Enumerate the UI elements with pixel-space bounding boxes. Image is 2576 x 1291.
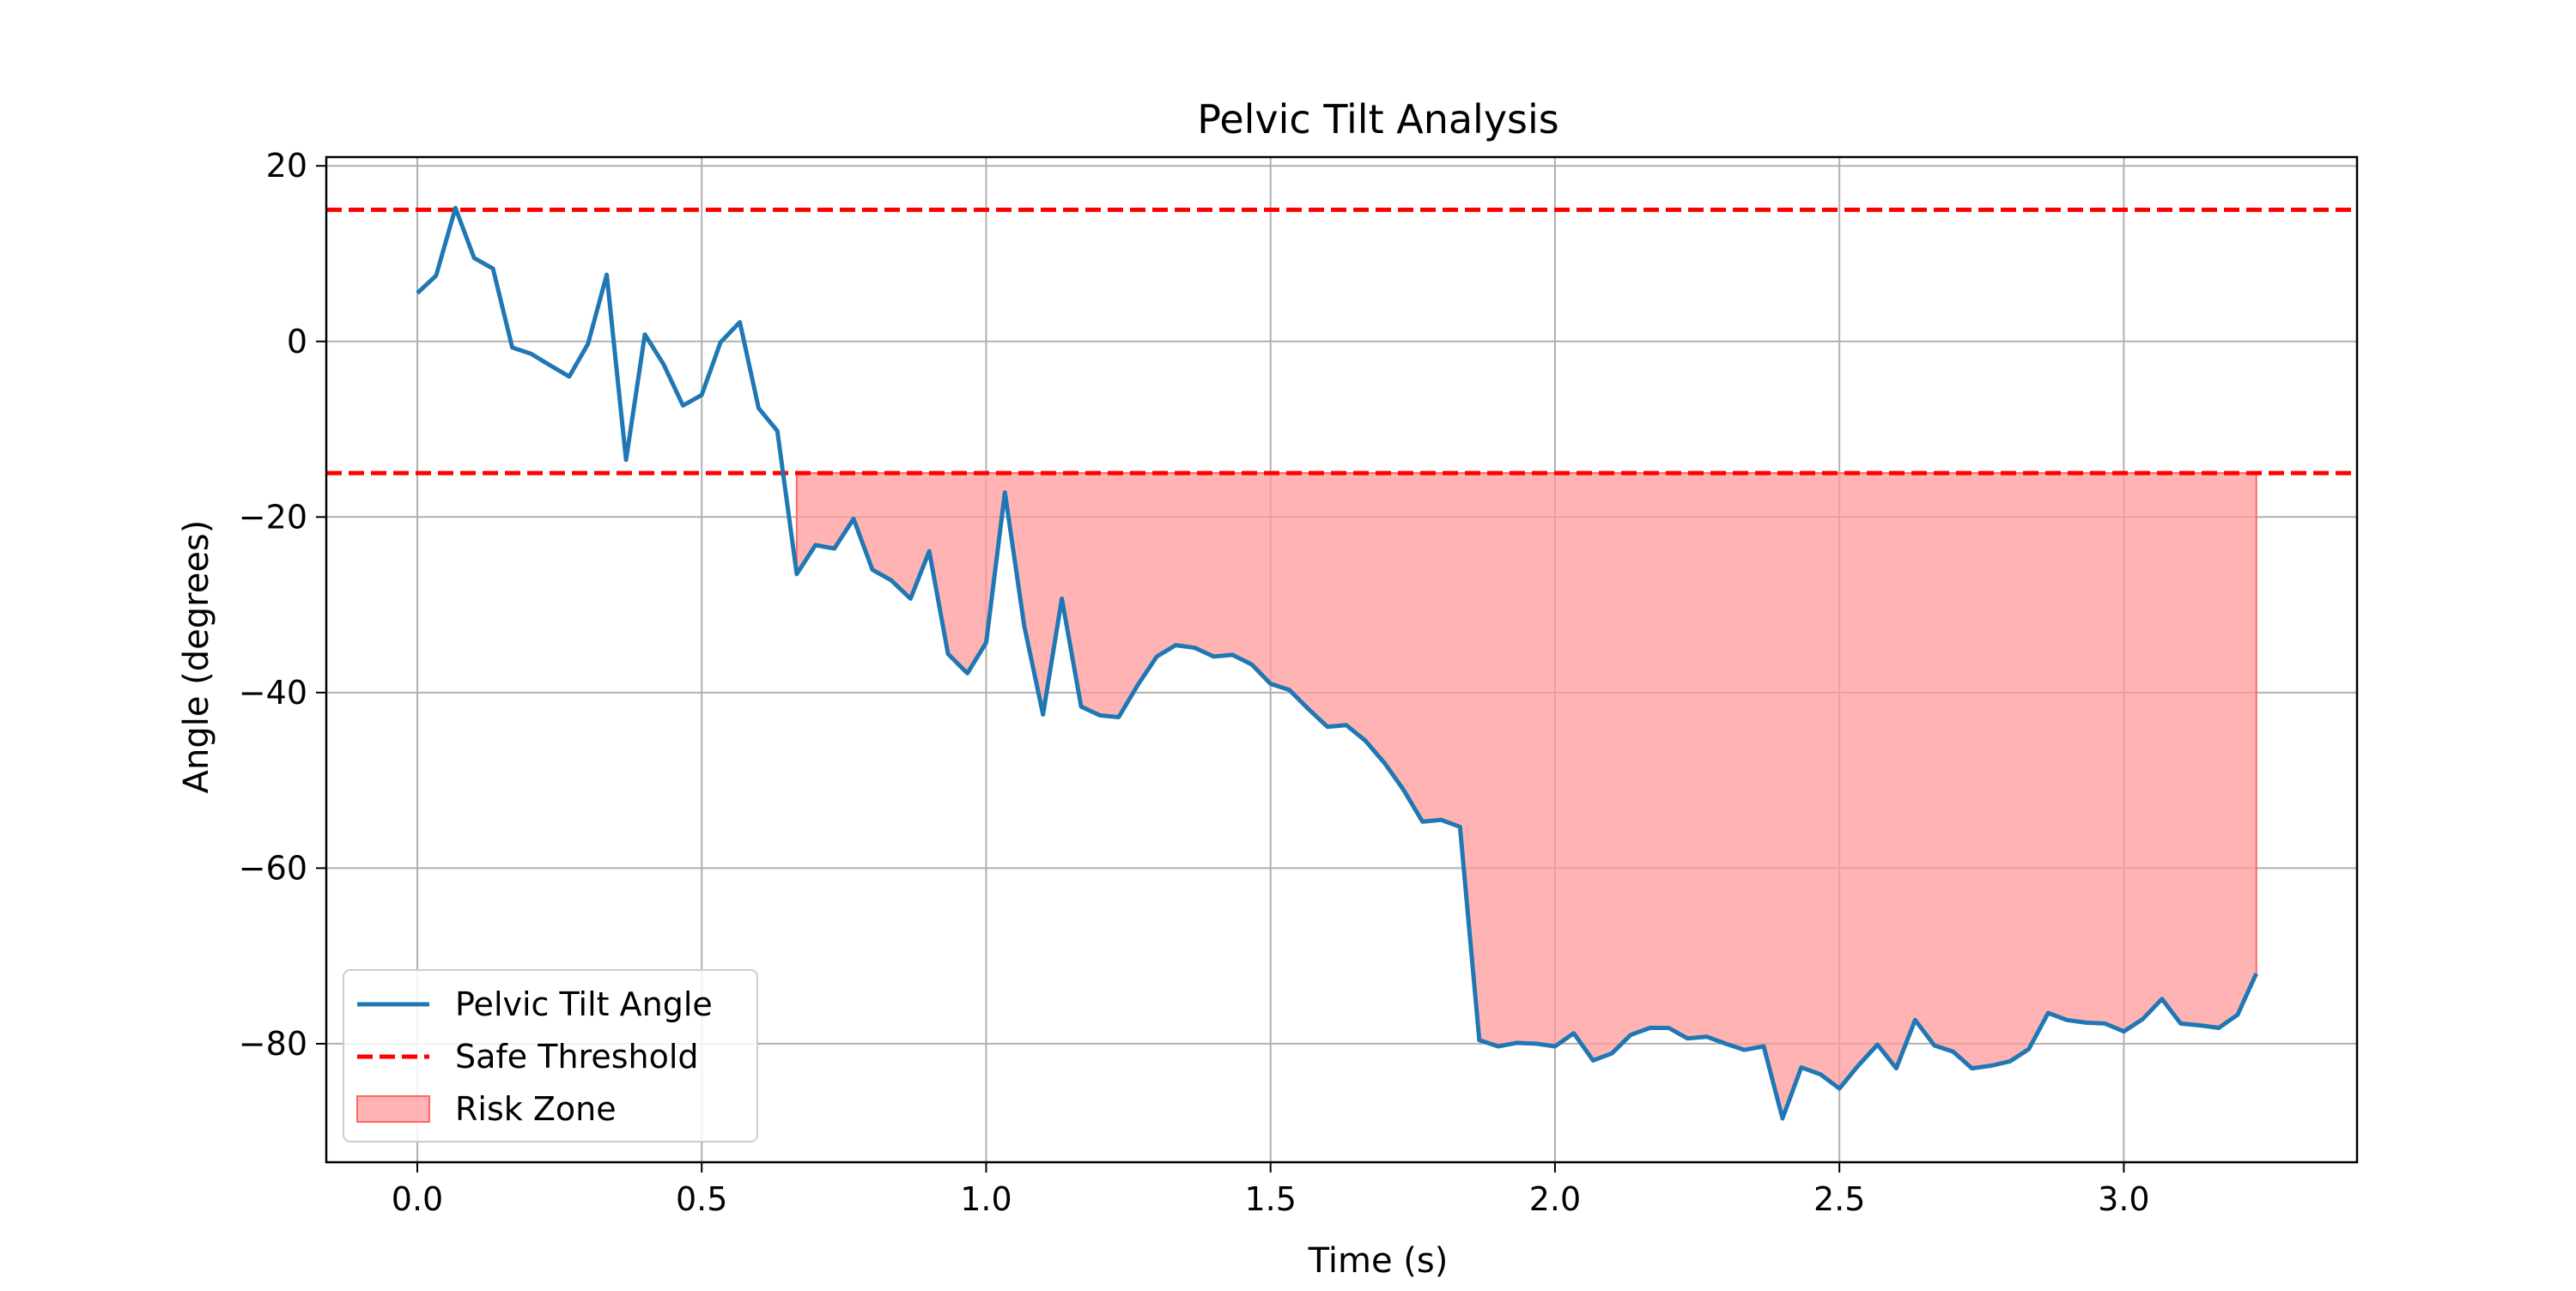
plot-frame (325, 155, 2359, 1164)
legend-label: Risk Zone (455, 1090, 617, 1128)
y-tick-label: −40 (239, 674, 307, 712)
x-tick-label: 3.0 (2098, 1180, 2149, 1218)
x-tick-label: 1.5 (1244, 1180, 1296, 1218)
y-tick-label: −60 (239, 849, 307, 887)
x-tick-label: 2.0 (1529, 1180, 1581, 1218)
x-tick-label: 2.5 (1814, 1180, 1865, 1218)
y-axis-label: Angle (degrees) (177, 520, 216, 794)
legend-label: Pelvic Tilt Angle (455, 985, 713, 1023)
legend-box (343, 969, 758, 1143)
legend: Pelvic Tilt Angle Safe Threshold Risk Zone (343, 969, 758, 1143)
y-tick-label: −20 (239, 498, 307, 536)
series-layer (416, 205, 2258, 1121)
pelvic-tilt-line (416, 205, 2258, 1121)
x-axis-label: Time (s) (1308, 1241, 1449, 1281)
x-tick-label: 0.0 (392, 1180, 443, 1218)
axis-ticks: 0.0 0.5 1.0 1.5 2.0 2.5 3.0 20 0 −20 −40 −60 −80 (239, 147, 2150, 1218)
x-tick-label: 1.0 (960, 1180, 1012, 1218)
x-tick-label: 0.5 (676, 1180, 727, 1218)
y-tick-label: −80 (239, 1025, 307, 1063)
chart-title: Pelvic Tilt Analysis (1197, 96, 1559, 142)
legend-label: Safe Threshold (455, 1038, 699, 1076)
legend-swatch-patch (356, 1095, 430, 1123)
y-tick-label: 0 (287, 323, 307, 361)
threshold-layer (326, 207, 2357, 476)
y-tick-label: 20 (266, 147, 307, 185)
